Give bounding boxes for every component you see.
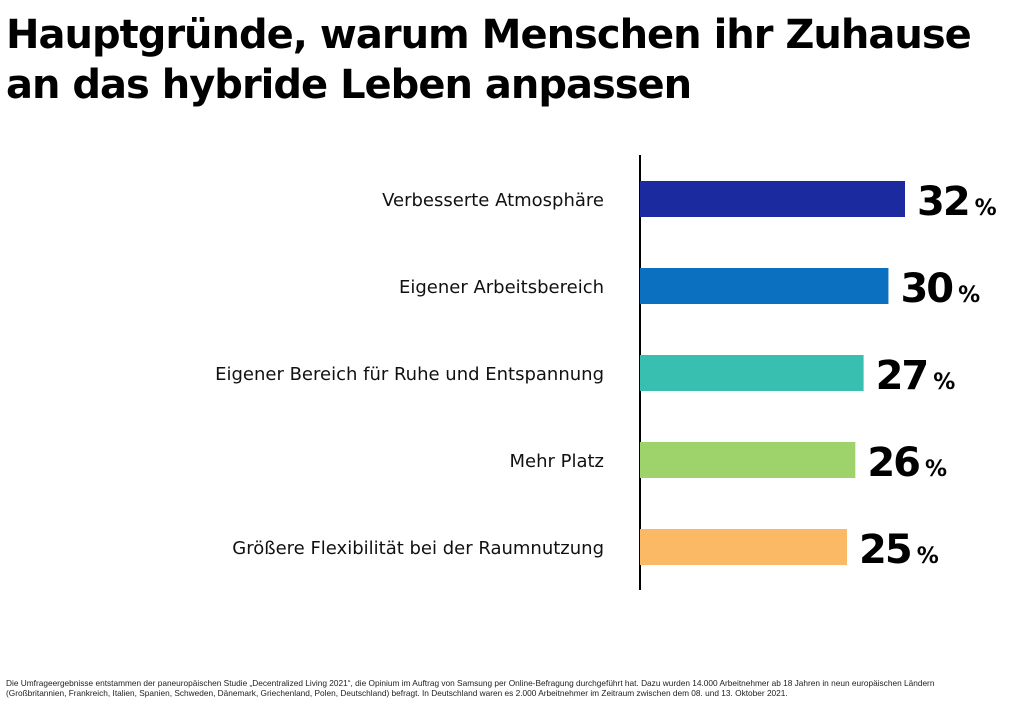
- category-label: Eigener Arbeitsbereich: [399, 277, 604, 298]
- bar: [640, 268, 889, 304]
- value-label: 30%: [900, 266, 980, 312]
- bar-chart: Verbesserte Atmosphäre 32 % Eigener Arbeits…: [215, 155, 997, 590]
- value-label: 25%: [859, 527, 939, 573]
- value-label: 27%: [876, 353, 956, 399]
- bar: [640, 442, 856, 478]
- chart-title-line-2: an das hybride Leben anpassen: [6, 62, 692, 108]
- bar: [640, 355, 864, 391]
- category-label: Mehr Platz: [509, 451, 604, 472]
- bar: [640, 529, 848, 565]
- bar: [640, 181, 905, 217]
- chart-title: Hauptgründe, warum Menschen ihr Zuhause …: [6, 10, 1006, 110]
- chart-title-line-1: Hauptgründe, warum Menschen ihr Zuhause: [6, 12, 972, 58]
- footnote: Die Umfrageergebnisse entstammen der pan…: [6, 678, 1006, 698]
- category-label: Verbesserte Atmosphäre: [382, 190, 604, 211]
- footnote-line-2: (Großbritannien, Frankreich, Italien, Sp…: [6, 688, 788, 698]
- value-label: 32%: [917, 179, 997, 225]
- footnote-line-1: Die Umfrageergebnisse entstammen der pan…: [6, 678, 935, 688]
- value-label: 26%: [867, 440, 947, 486]
- category-label: Eigener Bereich für Ruhe und Entspannung: [215, 364, 604, 385]
- category-label: Größere Flexibilität bei der Raumnutzung: [232, 538, 604, 559]
